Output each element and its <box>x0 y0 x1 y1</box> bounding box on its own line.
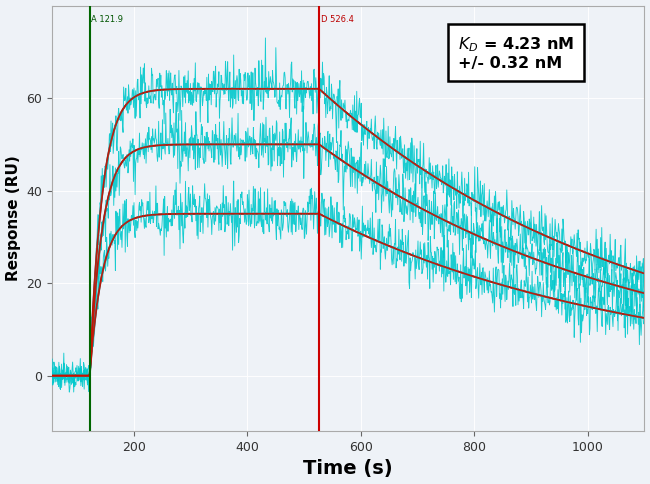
X-axis label: Time (s): Time (s) <box>304 459 393 479</box>
Text: D 526.4: D 526.4 <box>321 15 354 24</box>
Y-axis label: Response (RU): Response (RU) <box>6 155 21 281</box>
Text: $\mathit{K}_{\mathit{D}}$ = 4.23 nM
+/- 0.32 nM: $\mathit{K}_{\mathit{D}}$ = 4.23 nM +/- … <box>458 35 574 72</box>
Text: A 121.9: A 121.9 <box>92 15 124 24</box>
